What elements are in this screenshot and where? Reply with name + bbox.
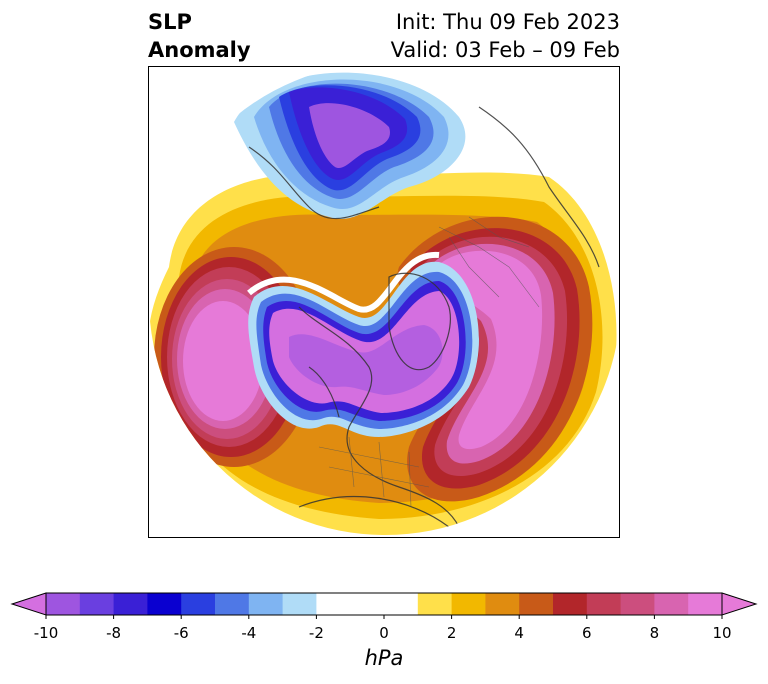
map-title-left: SLP Anomaly xyxy=(148,8,251,64)
colorbar-bin xyxy=(688,593,723,615)
colorbar-unit: hPa xyxy=(364,646,404,670)
colorbar-tick-label: -10 xyxy=(33,624,59,642)
colorbar-tick-label: 4 xyxy=(514,624,524,642)
colorbar-bin xyxy=(215,593,250,615)
colorbar-tick-label: 8 xyxy=(649,624,660,642)
colorbar-tick-label: -6 xyxy=(173,624,189,642)
colorbar-bin xyxy=(282,593,317,615)
colorbar-bin xyxy=(113,593,148,615)
colorbar-tick-label: -4 xyxy=(241,624,257,642)
zero-contour-band xyxy=(247,251,440,313)
title-slp: SLP xyxy=(148,10,192,34)
colorbar-tick-label: 2 xyxy=(446,624,457,642)
colorbar-tick-label: 10 xyxy=(712,624,732,642)
colorbar-tick-label: -2 xyxy=(308,624,324,642)
colorbar-bin xyxy=(417,593,453,615)
colorbar xyxy=(10,592,758,619)
colorbar-bin xyxy=(654,593,689,615)
init-date: Init: Thu 09 Feb 2023 xyxy=(395,10,620,34)
colorbar-bin xyxy=(384,593,419,615)
colorbar-bin xyxy=(350,593,385,615)
map-title-right: Init: Thu 09 Feb 2023 Valid: 03 Feb – 09… xyxy=(391,8,620,64)
valid-range: Valid: 03 Feb – 09 Feb xyxy=(390,38,620,62)
colorbar-bin xyxy=(620,593,655,615)
colorbar-bin xyxy=(553,593,588,615)
slp-anomaly-map xyxy=(149,72,617,535)
colorbar-bin xyxy=(79,593,115,615)
colorbar-extend-min xyxy=(10,592,47,616)
colorbar-bin xyxy=(586,593,622,615)
siberia-low-anomaly xyxy=(234,72,466,220)
colorbar-bin xyxy=(147,593,182,615)
map-panel xyxy=(148,66,620,538)
colorbar-bin xyxy=(181,593,216,615)
colorbar-bin xyxy=(485,593,520,615)
canada-low-anomaly xyxy=(248,261,479,437)
country-borders xyxy=(318,216,540,508)
colorbar-tick-label: 6 xyxy=(582,624,592,642)
colorbar-bin xyxy=(46,593,81,615)
colorbar-extend-max xyxy=(721,592,758,616)
colorbar-bin xyxy=(316,593,351,615)
colorbar-tick-label: 0 xyxy=(379,624,389,642)
colorbar-bin xyxy=(248,593,284,615)
title-anomaly: Anomaly xyxy=(148,38,251,62)
colorbar-tick-label: -8 xyxy=(106,624,122,642)
colorbar-bin xyxy=(451,593,486,615)
colorbar-bin xyxy=(519,593,554,615)
